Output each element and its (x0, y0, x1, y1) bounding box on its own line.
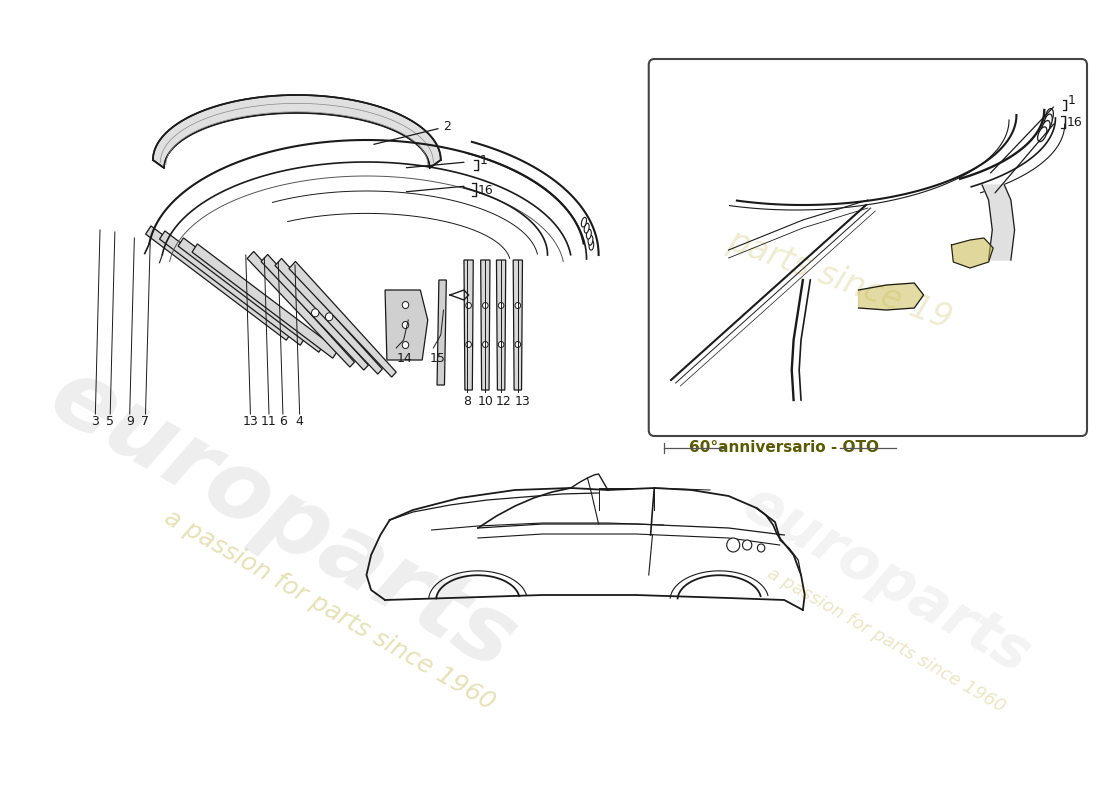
Text: 1: 1 (480, 154, 487, 166)
Polygon shape (952, 238, 993, 268)
Circle shape (403, 342, 409, 349)
Ellipse shape (1044, 114, 1053, 130)
Circle shape (326, 313, 333, 321)
Circle shape (483, 342, 488, 347)
Text: a passion for parts since 1960: a passion for parts since 1960 (160, 505, 499, 715)
Circle shape (742, 540, 751, 550)
Polygon shape (481, 260, 490, 390)
Circle shape (465, 342, 472, 347)
Ellipse shape (1037, 127, 1047, 142)
Polygon shape (261, 254, 368, 370)
Polygon shape (248, 251, 354, 367)
Text: 13: 13 (515, 395, 530, 408)
Polygon shape (192, 244, 338, 358)
Text: 60°anniversario - OTO: 60°anniversario - OTO (690, 441, 879, 455)
Text: 2: 2 (443, 119, 451, 133)
Text: 16: 16 (477, 183, 494, 197)
Polygon shape (982, 185, 1014, 260)
Polygon shape (289, 262, 396, 377)
Circle shape (498, 342, 504, 347)
Text: a passion for parts since 1960: a passion for parts since 1960 (764, 564, 1009, 716)
Circle shape (727, 538, 739, 552)
Polygon shape (145, 226, 292, 340)
Polygon shape (437, 280, 447, 385)
Text: europarts: europarts (733, 474, 1041, 686)
Circle shape (403, 302, 409, 309)
Polygon shape (514, 260, 522, 390)
Circle shape (758, 544, 764, 552)
Polygon shape (464, 260, 473, 390)
Text: europarts: europarts (34, 350, 532, 690)
Circle shape (515, 342, 520, 347)
Circle shape (311, 309, 319, 317)
Polygon shape (275, 258, 383, 374)
Text: parts since 19: parts since 19 (724, 224, 957, 336)
Text: 3: 3 (91, 415, 99, 428)
Polygon shape (153, 95, 441, 168)
Text: 8: 8 (463, 395, 471, 408)
Ellipse shape (588, 240, 594, 250)
Polygon shape (859, 283, 924, 310)
Text: 7: 7 (142, 415, 150, 428)
Circle shape (483, 302, 488, 309)
Text: 1: 1 (1067, 94, 1076, 106)
Text: 4: 4 (296, 415, 304, 428)
Text: 14: 14 (396, 352, 411, 365)
Ellipse shape (1045, 109, 1054, 124)
Text: 11: 11 (261, 415, 277, 428)
Text: 10: 10 (477, 395, 493, 408)
Circle shape (515, 302, 520, 309)
Circle shape (465, 302, 472, 309)
Polygon shape (385, 290, 428, 360)
FancyBboxPatch shape (649, 59, 1087, 436)
Text: 16: 16 (1067, 115, 1082, 129)
Circle shape (403, 322, 409, 329)
Text: 9: 9 (125, 415, 133, 428)
Ellipse shape (582, 218, 586, 227)
Text: 15: 15 (430, 352, 446, 365)
Text: 6: 6 (279, 415, 287, 428)
Ellipse shape (584, 223, 590, 233)
Polygon shape (496, 260, 506, 390)
Ellipse shape (588, 235, 593, 246)
Ellipse shape (1042, 121, 1050, 136)
Ellipse shape (586, 230, 592, 239)
Circle shape (498, 302, 504, 309)
Text: 12: 12 (496, 395, 512, 408)
Text: 5: 5 (107, 415, 114, 428)
Polygon shape (178, 238, 324, 352)
Text: 13: 13 (242, 415, 258, 428)
Polygon shape (160, 231, 306, 346)
